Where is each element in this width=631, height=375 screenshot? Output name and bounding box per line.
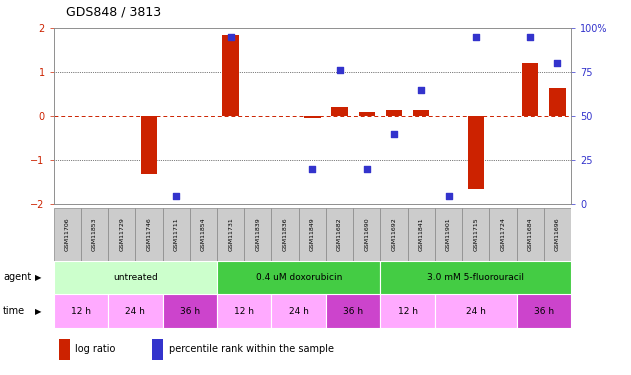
Bar: [462, 208, 490, 261]
Text: GSM11731: GSM11731: [228, 217, 233, 251]
Bar: [217, 294, 271, 328]
Bar: [380, 261, 571, 294]
Bar: [544, 208, 571, 261]
Bar: [326, 208, 353, 261]
Text: GSM11849: GSM11849: [310, 217, 315, 251]
Text: percentile rank within the sample: percentile rank within the sample: [168, 344, 334, 354]
Bar: [271, 208, 298, 261]
Text: GSM11836: GSM11836: [283, 217, 288, 251]
Bar: [408, 208, 435, 261]
Text: GSM11841: GSM11841: [419, 217, 424, 251]
Text: GSM11696: GSM11696: [555, 217, 560, 251]
Text: GSM11690: GSM11690: [364, 217, 369, 251]
Bar: [331, 107, 348, 116]
Text: 3.0 mM 5-fluorouracil: 3.0 mM 5-fluorouracil: [427, 273, 524, 282]
Bar: [380, 208, 408, 261]
Text: GSM11682: GSM11682: [337, 217, 342, 251]
Bar: [326, 294, 380, 328]
Text: ▶: ▶: [35, 273, 41, 282]
Text: 12 h: 12 h: [234, 307, 254, 316]
Point: [416, 87, 427, 93]
Bar: [380, 294, 435, 328]
Text: log ratio: log ratio: [75, 344, 115, 354]
Text: GSM11854: GSM11854: [201, 217, 206, 251]
Bar: [386, 110, 402, 116]
Bar: [353, 208, 380, 261]
Text: ▶: ▶: [35, 307, 41, 316]
Bar: [152, 339, 163, 360]
Point: [226, 34, 236, 40]
Bar: [358, 112, 375, 116]
Text: 12 h: 12 h: [71, 307, 91, 316]
Bar: [54, 261, 217, 294]
Bar: [413, 110, 430, 116]
Bar: [304, 116, 321, 118]
Bar: [81, 208, 108, 261]
Bar: [271, 294, 326, 328]
Bar: [549, 88, 565, 116]
Bar: [244, 208, 271, 261]
Point: [389, 131, 399, 137]
Text: GSM11684: GSM11684: [528, 217, 533, 251]
Bar: [108, 294, 163, 328]
Point: [525, 34, 535, 40]
Text: GSM11711: GSM11711: [174, 217, 179, 251]
Bar: [435, 208, 462, 261]
Point: [444, 193, 454, 199]
Bar: [217, 208, 244, 261]
Text: GSM11715: GSM11715: [473, 217, 478, 251]
Bar: [59, 339, 70, 360]
Bar: [163, 294, 217, 328]
Point: [171, 193, 181, 199]
Text: time: time: [3, 306, 25, 316]
Bar: [517, 208, 544, 261]
Point: [334, 68, 345, 74]
Text: GSM11901: GSM11901: [446, 217, 451, 251]
Bar: [435, 294, 517, 328]
Bar: [141, 116, 157, 174]
Text: GSM11729: GSM11729: [119, 217, 124, 251]
Bar: [223, 35, 239, 116]
Text: GDS848 / 3813: GDS848 / 3813: [66, 6, 162, 19]
Point: [471, 34, 481, 40]
Bar: [54, 294, 108, 328]
Text: GSM11724: GSM11724: [500, 217, 505, 251]
Bar: [468, 116, 484, 189]
Bar: [298, 208, 326, 261]
Bar: [217, 261, 380, 294]
Text: agent: agent: [3, 273, 32, 282]
Bar: [490, 208, 517, 261]
Text: 24 h: 24 h: [126, 307, 145, 316]
Point: [307, 166, 317, 172]
Text: 24 h: 24 h: [289, 307, 309, 316]
Text: untreated: untreated: [113, 273, 158, 282]
Text: 24 h: 24 h: [466, 307, 486, 316]
Text: 0.4 uM doxorubicin: 0.4 uM doxorubicin: [256, 273, 342, 282]
Text: 36 h: 36 h: [534, 307, 554, 316]
Text: 36 h: 36 h: [180, 307, 200, 316]
Point: [552, 60, 562, 66]
Text: GSM11692: GSM11692: [392, 217, 396, 251]
Bar: [190, 208, 217, 261]
Text: GSM11839: GSM11839: [256, 217, 261, 251]
Bar: [522, 63, 538, 116]
Bar: [54, 208, 81, 261]
Bar: [163, 208, 190, 261]
Bar: [108, 208, 135, 261]
Bar: [135, 208, 163, 261]
Text: GSM11706: GSM11706: [65, 217, 70, 251]
Text: GSM11853: GSM11853: [92, 217, 97, 251]
Bar: [517, 294, 571, 328]
Text: 36 h: 36 h: [343, 307, 363, 316]
Text: 12 h: 12 h: [398, 307, 418, 316]
Point: [362, 166, 372, 172]
Text: GSM11746: GSM11746: [146, 217, 151, 251]
